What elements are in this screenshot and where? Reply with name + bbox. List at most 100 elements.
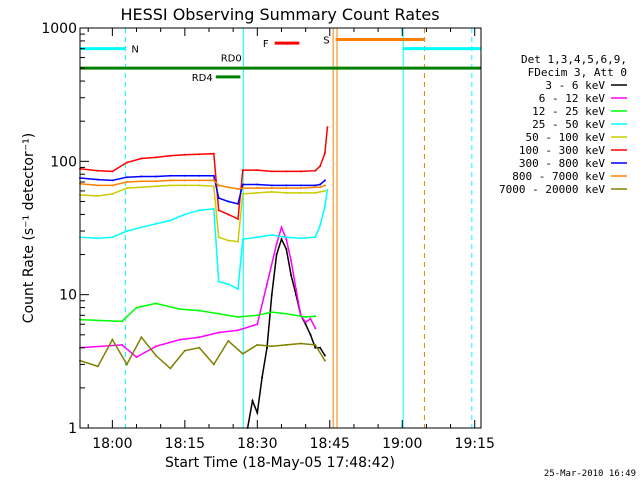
series-6-point-5 xyxy=(154,175,157,178)
series-7-point-13 xyxy=(241,187,244,190)
series-4-point-11 xyxy=(227,239,230,242)
series-4-point-10 xyxy=(217,236,220,239)
series-4-point-15 xyxy=(270,190,273,193)
series-7-point-18 xyxy=(314,186,317,189)
series-5-point-14 xyxy=(256,169,259,172)
series-5-point-7 xyxy=(183,153,186,156)
series-line-8 xyxy=(79,335,326,370)
series-1-point-1 xyxy=(121,343,123,346)
series-3-point-14 xyxy=(256,236,259,239)
series-6-point-19 xyxy=(319,183,322,186)
series-8-point-10 xyxy=(227,339,230,342)
series-3-point-1 xyxy=(96,237,99,240)
series-5-point-4 xyxy=(140,157,143,160)
series-1-point-7 xyxy=(237,329,239,332)
series-1-point-18 xyxy=(314,327,317,330)
series-2-point-1 xyxy=(121,320,123,323)
series-7-point-3 xyxy=(125,181,128,183)
plot-frame xyxy=(79,27,482,429)
series-6-point-11 xyxy=(227,200,230,203)
series-line-2 xyxy=(79,302,316,323)
flag-label-s: S xyxy=(323,35,329,46)
series-0-point-8 xyxy=(285,248,288,250)
series-3-point-3 xyxy=(125,230,128,233)
flag-label-rd0: RD0 xyxy=(221,54,242,65)
series-6-point-14 xyxy=(256,183,259,186)
series-5-point-19 xyxy=(319,165,322,168)
series-7-point-5 xyxy=(154,180,157,183)
series-0-point-4 xyxy=(266,346,268,349)
series-2-point-4 xyxy=(179,308,181,311)
chart-title: HESSI Observing Summary Count Rates xyxy=(120,5,439,24)
series-4-point-18 xyxy=(314,191,317,194)
series-7-point-15 xyxy=(270,187,273,190)
x-tick-label-1: 18:15 xyxy=(165,436,205,452)
series-5-point-8 xyxy=(198,153,201,156)
series-3-point-18 xyxy=(314,236,317,239)
flag-label-rd4: RD4 xyxy=(192,73,213,84)
series-3-point-16 xyxy=(285,236,288,239)
series-3-point-6 xyxy=(169,219,172,222)
series-7-point-9 xyxy=(212,179,215,182)
y-tick-label-2: 100 xyxy=(50,154,77,170)
series-2-point-3 xyxy=(154,302,157,305)
series-0-point-6 xyxy=(275,253,278,256)
series-6-point-8 xyxy=(198,174,201,177)
series-5-point-2 xyxy=(111,170,114,173)
series-4-point-8 xyxy=(198,184,201,187)
legend: Det 1,3,4,5,6,9,FDecim 3, Att 03 - 6 keV… xyxy=(499,53,627,196)
legend-label-5: 100 - 300 keV xyxy=(519,144,605,157)
series-3-point-13 xyxy=(241,238,244,241)
legend-label-2: 12 - 25 keV xyxy=(532,105,605,118)
series-6-point-10 xyxy=(217,197,220,200)
series-6-point-6 xyxy=(169,174,172,177)
series-4-point-19 xyxy=(319,190,322,193)
series-3-point-17 xyxy=(299,237,302,240)
series-6-point-13 xyxy=(241,183,244,186)
series-line-4 xyxy=(79,184,326,243)
series-4-point-17 xyxy=(299,191,302,194)
timestamp: 25-Mar-2010 16:49 xyxy=(544,469,636,479)
series-1-point-11 xyxy=(280,226,283,229)
series-6-point-9 xyxy=(212,174,215,177)
series-8-point-12 xyxy=(256,343,259,346)
series-3-point-7 xyxy=(183,213,186,216)
series-0-point-2 xyxy=(256,411,259,414)
legend-label-1: 6 - 12 keV xyxy=(539,92,606,105)
x-tick-label-3: 18:45 xyxy=(310,436,350,452)
flag-label-n: N xyxy=(131,45,138,56)
legend-label-6: 300 - 800 keV xyxy=(519,157,605,170)
series-3-point-12 xyxy=(237,288,239,291)
series-2-point-6 xyxy=(217,312,220,315)
series-8-point-6 xyxy=(169,367,172,370)
series-3-point-9 xyxy=(212,207,215,210)
series-5-point-3 xyxy=(125,161,128,164)
series-6-point-12 xyxy=(237,202,239,205)
series-7-point-17 xyxy=(299,187,302,190)
legend-header-1: FDecim 3, Att 0 xyxy=(528,66,627,79)
series-3-point-5 xyxy=(154,222,157,225)
series-1-point-8 xyxy=(256,323,259,326)
series-3-point-15 xyxy=(270,234,273,236)
series-6-point-20 xyxy=(323,179,326,182)
series-6-point-16 xyxy=(285,184,288,187)
series-7-point-20 xyxy=(323,184,326,187)
series-1-point-10 xyxy=(275,243,278,245)
x-tick-label-0: 18:00 xyxy=(92,436,132,452)
series-7-point-10 xyxy=(217,184,220,187)
series-0-point-5 xyxy=(270,293,273,296)
series-5-point-5 xyxy=(154,156,157,159)
legend-label-3: 25 - 50 keV xyxy=(532,118,605,131)
y-tick-label-3: 1000 xyxy=(41,21,77,37)
series-5-point-18 xyxy=(314,169,317,172)
series-7-point-12 xyxy=(237,188,239,190)
series-8-point-11 xyxy=(241,352,244,355)
series-1-point-17 xyxy=(309,317,312,320)
series-8-point-17 xyxy=(323,359,326,362)
legend-header-0: Det 1,3,4,5,6,9, xyxy=(521,53,627,66)
y-tick-label-0: 1 xyxy=(68,421,77,437)
series-5-point-6 xyxy=(169,154,172,157)
series-2-point-10 xyxy=(285,312,288,315)
series-6-point-1 xyxy=(96,178,99,181)
series-4-point-1 xyxy=(96,195,99,197)
